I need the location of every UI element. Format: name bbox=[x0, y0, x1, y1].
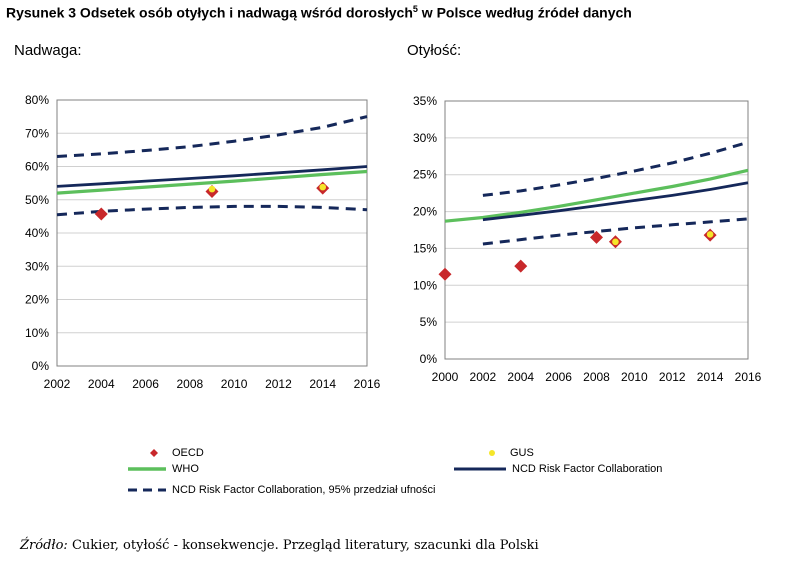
obesity-series-ncd-ci-upper bbox=[482, 140, 749, 197]
obesity-plot-frame bbox=[444, 100, 749, 360]
legend-ncd-line bbox=[454, 467, 506, 471]
obesity-y-tick-label: 25% bbox=[413, 168, 437, 182]
overweight-x-tick-label: 2016 bbox=[354, 377, 381, 391]
overweight-series-ncd-ci-lower bbox=[56, 204, 368, 217]
overweight-y-tick-label: 60% bbox=[25, 160, 49, 174]
figure-title: Rysunek 3 Odsetek osób otyłych i nadwagą… bbox=[6, 4, 632, 21]
figure-title-footnote: 5 bbox=[412, 4, 418, 14]
obesity-gus-point bbox=[612, 238, 619, 246]
overweight-x-tick-label: 2014 bbox=[309, 377, 336, 391]
overweight-series-ncd-ci-upper bbox=[56, 115, 368, 158]
obesity-oecd-point bbox=[514, 259, 528, 273]
overweight-x-tick-label: 2008 bbox=[177, 377, 204, 391]
legend-who-line bbox=[128, 467, 166, 471]
overweight-x-tick-label: 2012 bbox=[265, 377, 292, 391]
obesity-y-tick-label: 35% bbox=[413, 94, 437, 108]
overweight-oecd-point bbox=[94, 207, 108, 221]
overweight-gus-point bbox=[319, 183, 327, 191]
obesity-oecd-point bbox=[438, 267, 452, 281]
legend-oecd-label: OECD bbox=[172, 447, 204, 459]
overweight-series-who bbox=[56, 169, 368, 195]
legend-ncd-label: NCD Risk Factor Collaboration bbox=[512, 463, 663, 475]
legend-item-oecd: OECD bbox=[140, 446, 204, 460]
overweight-series-ncd bbox=[56, 165, 368, 188]
obesity-x-tick-label: 2008 bbox=[583, 370, 610, 384]
figure-title-tail: w Polsce według źródeł danych bbox=[417, 4, 632, 21]
legend-gus-label: GUS bbox=[510, 447, 534, 459]
overweight-y-tick-label: 20% bbox=[25, 293, 49, 307]
source-label: Źródło: bbox=[20, 538, 68, 553]
obesity-x-tick-label: 2014 bbox=[697, 370, 724, 384]
legend-oecd-marker bbox=[150, 449, 158, 457]
obesity-y-tick-label: 20% bbox=[413, 205, 437, 219]
obesity-y-tick-label: 30% bbox=[413, 131, 437, 145]
obesity-x-tick-label: 2000 bbox=[432, 370, 459, 384]
obesity-y-tick-label: 5% bbox=[420, 315, 438, 329]
obesity-y-tick-label: 0% bbox=[420, 352, 438, 366]
obesity-oecd-point bbox=[590, 230, 603, 244]
overweight-y-tick-label: 80% bbox=[25, 93, 49, 107]
obesity-y-tick-label: 15% bbox=[413, 241, 437, 255]
overweight-y-tick-label: 0% bbox=[32, 359, 50, 373]
overweight-y-tick-label: 50% bbox=[25, 193, 49, 207]
obesity-series-who bbox=[444, 168, 749, 223]
overweight-y-tick-label: 10% bbox=[25, 326, 49, 340]
left-panel-title: Nadwaga: bbox=[14, 42, 82, 59]
overweight-y-tick-label: 30% bbox=[25, 259, 49, 273]
overweight-plot-frame bbox=[56, 99, 368, 367]
obesity-y-tick-label: 10% bbox=[413, 278, 437, 292]
legend-gus-marker bbox=[489, 450, 495, 456]
overweight-y-tick-label: 70% bbox=[25, 126, 49, 140]
source-note: Źródło: Cukier, otyłość - konsekwencje. … bbox=[20, 538, 539, 553]
overweight-y-tick-label: 40% bbox=[25, 226, 49, 240]
overweight-x-tick-label: 2010 bbox=[221, 377, 248, 391]
figure-title-main: Rysunek 3 Odsetek osób otyłych i nadwagą… bbox=[6, 4, 413, 21]
obesity-x-tick-label: 2006 bbox=[545, 370, 572, 384]
right-panel-title: Otyłość: bbox=[407, 42, 462, 59]
obesity-x-tick-label: 2002 bbox=[470, 370, 497, 384]
obesity-x-tick-label: 2004 bbox=[507, 370, 534, 384]
legend-ncd-ci-line bbox=[128, 488, 166, 492]
legend-who-label: WHO bbox=[172, 463, 199, 475]
legend-item-who: WHO bbox=[126, 462, 199, 476]
overweight-gus-point bbox=[208, 185, 216, 193]
obesity-series-ncd-ci-lower bbox=[482, 217, 749, 246]
obesity-x-tick-label: 2012 bbox=[659, 370, 686, 384]
legend-item-ncd-ci: NCD Risk Factor Collaboration, 95% przed… bbox=[126, 483, 436, 497]
overweight-x-tick-label: 2006 bbox=[132, 377, 159, 391]
obesity-gus-point bbox=[706, 231, 714, 238]
obesity-series-ncd bbox=[482, 181, 749, 222]
obesity-x-tick-label: 2016 bbox=[735, 370, 762, 384]
overweight-x-tick-label: 2002 bbox=[44, 377, 71, 391]
legend-item-gus: GUS bbox=[478, 446, 534, 460]
overweight-x-tick-label: 2004 bbox=[88, 377, 115, 391]
obesity-x-tick-label: 2010 bbox=[621, 370, 648, 384]
legend-item-ncd: NCD Risk Factor Collaboration bbox=[452, 462, 662, 476]
legend-ncd-ci-label: NCD Risk Factor Collaboration, 95% przed… bbox=[172, 484, 436, 496]
source-text: Cukier, otyłość - konsekwencje. Przegląd… bbox=[67, 538, 539, 553]
